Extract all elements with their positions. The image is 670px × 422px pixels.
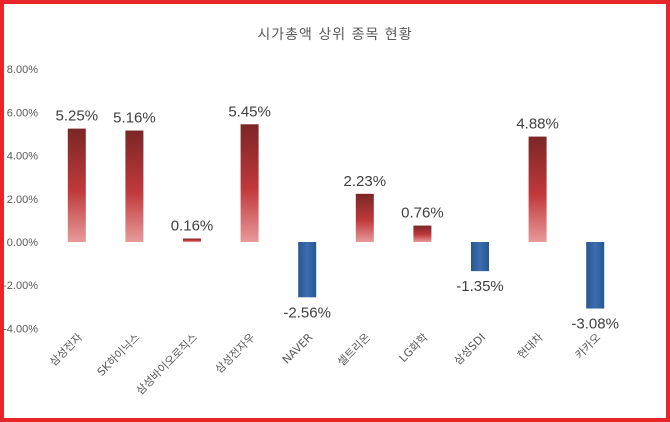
y-tick-label: -2.00% [3, 280, 38, 292]
y-tick-label: 4.00% [7, 151, 38, 163]
x-tick-label: 카카오 [573, 331, 604, 362]
data-label: -1.35% [456, 278, 504, 295]
bar-1 [125, 130, 144, 242]
bar-4 [298, 242, 317, 298]
data-label: 5.45% [228, 103, 271, 120]
x-tick-label: 삼성SDI [451, 331, 488, 368]
bar-5 [355, 193, 374, 242]
x-tick-label: NAVER [280, 331, 316, 367]
y-tick-label: 6.00% [7, 107, 38, 119]
x-tick-label: 삼성전자우 [213, 331, 258, 376]
x-tick-label: 삼성전자 [47, 331, 85, 369]
bar-2 [183, 238, 201, 242]
data-label: 4.88% [516, 116, 559, 133]
x-tick-label: LG화학 [397, 331, 431, 365]
data-label: -2.56% [283, 304, 331, 321]
data-label: 0.16% [171, 218, 214, 235]
x-tick-label: 현대차 [515, 331, 546, 362]
bar-3 [240, 124, 259, 242]
y-tick-label: 0.00% [7, 237, 38, 249]
bar-8 [528, 136, 547, 242]
bar-7 [471, 242, 489, 272]
bar-0 [67, 128, 86, 242]
bar-9 [586, 242, 605, 309]
bar-6 [413, 225, 432, 242]
y-tick-label: 8.00% [7, 64, 38, 76]
chart-title: 시가총액 상위 종목 현황 [257, 27, 413, 43]
x-tick-label: 셀트리온 [335, 331, 373, 369]
x-tick-label: 삼성바이오로직스 [134, 331, 200, 397]
y-tick-label: -4.00% [3, 323, 38, 335]
data-label: -3.08% [571, 316, 619, 333]
data-label: 5.16% [113, 110, 156, 127]
data-label: 5.25% [56, 108, 99, 125]
x-tick-label: SK하이닉스 [94, 330, 143, 379]
data-label: 2.23% [344, 173, 387, 190]
data-label: 0.76% [401, 205, 444, 222]
y-tick-label: 2.00% [7, 194, 38, 206]
